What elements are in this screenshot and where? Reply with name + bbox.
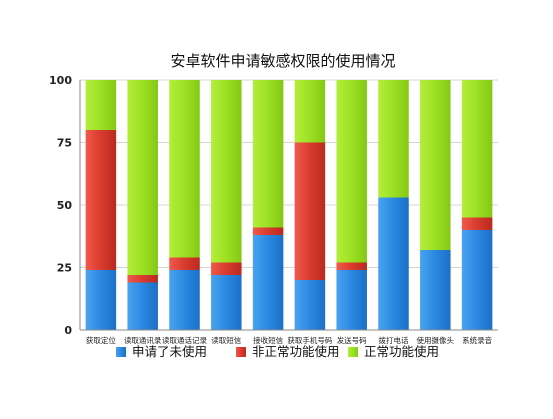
legend-label: 非正常功能使用 [252,344,340,359]
bar-segment [252,80,284,228]
y-tick-label: 0 [64,324,72,337]
x-tick-label: 获取定位 [86,335,116,345]
legend-label: 正常功能使用 [364,344,439,359]
bar-segment [85,130,117,270]
y-tick-label: 50 [57,199,73,212]
bar-segment [211,262,242,275]
legend-swatch [236,347,246,357]
bar-segment [252,227,284,235]
bar-segment [461,80,493,218]
bar-segment [127,282,158,330]
legend-swatch [348,347,358,357]
bar-segment [127,275,158,283]
axes: 0 25 50 75 100 获取定位 读取通讯录 读取通话记录 读取短信 接收短信 获取手机号码发… [49,74,498,345]
x-tick-label: 获取手机号码 [287,335,332,345]
bar-segment [336,262,367,270]
bar-segment [85,80,117,130]
bar-segment [169,80,200,258]
x-tick-label: 使用摄像头 [417,335,455,345]
bar-segment [420,80,451,250]
y-tick-label: 100 [49,74,72,87]
bar-segment [252,235,284,330]
bar-segment [420,250,451,330]
bar-segment [127,80,158,275]
bar-segment [378,80,409,198]
y-tick-label: 75 [57,137,72,150]
bar-segment [336,80,367,263]
bars [85,80,493,330]
x-tick-label: 读取通话记录 [162,335,207,345]
legend-swatch [116,347,126,357]
bar-segment [294,80,326,143]
bar-segment [294,280,326,330]
bar-segment [461,217,493,230]
bar-segment [211,275,242,330]
bar-segment [461,230,493,330]
bar-segment [211,80,242,263]
bar-segment [85,270,117,330]
x-tick-label: 拨打电话 [379,335,409,345]
bar-segment [169,257,200,270]
x-tick-label: 接收短信 [253,335,283,345]
bar-segment [169,270,200,330]
x-tick-label: 读取短信 [211,335,241,345]
y-tick-label: 25 [57,262,72,275]
x-tick-label: 发送号码 [337,335,367,345]
legend: 申请了未使用 非正常功能使用 正常功能使用 [116,344,439,359]
bar-segment [336,270,367,330]
chart-title: 安卓软件申请敏感权限的使用情况 [170,52,395,70]
x-tick-label: 读取通讯录 [124,335,162,345]
bar-segment [378,197,409,330]
x-tick-label: 系统录音 [462,335,492,345]
bar-segment [294,142,326,280]
legend-label: 申请了未使用 [132,344,207,359]
